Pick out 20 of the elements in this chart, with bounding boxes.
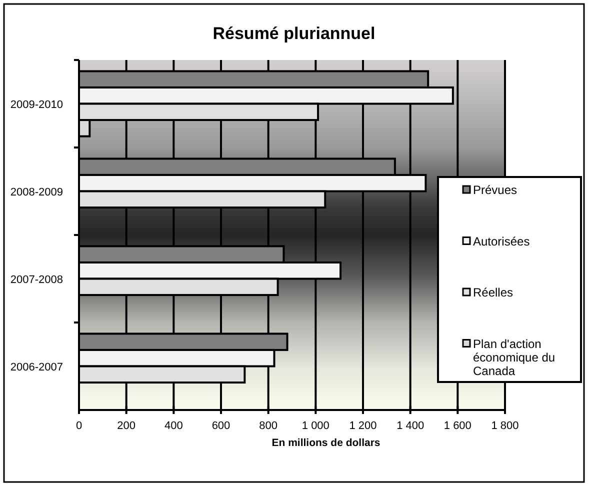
legend-label: Autorisées xyxy=(473,234,530,248)
x-tick-label: 600 xyxy=(212,420,230,432)
x-tick-label: 400 xyxy=(164,420,183,432)
y-tick-label: 2006-2007 xyxy=(10,361,63,374)
chart-title: Résumé pluriannuel xyxy=(212,24,376,43)
x-axis-title: En millions de dollars xyxy=(272,437,380,449)
x-tick-label: 1 200 xyxy=(349,420,377,432)
legend-label: Plan d'action économique du Canada xyxy=(473,336,556,378)
x-tick-label: 1 600 xyxy=(444,420,472,432)
x-tick-label: 1 000 xyxy=(302,420,330,432)
x-tick-label: 0 xyxy=(76,420,82,432)
y-tick-label: 2007-2008 xyxy=(10,274,63,286)
y-tick-label: 2008-2009 xyxy=(10,186,63,198)
x-tick-label: 1 400 xyxy=(396,420,424,432)
x-tick-label: 800 xyxy=(259,420,278,432)
y-tick-label: 2009-2010 xyxy=(10,98,63,111)
legend-label: Réelles xyxy=(473,286,514,300)
x-tick-label: 1 800 xyxy=(491,420,519,432)
x-tick-label: 200 xyxy=(117,420,136,432)
legend-label: Prévues xyxy=(473,183,518,197)
